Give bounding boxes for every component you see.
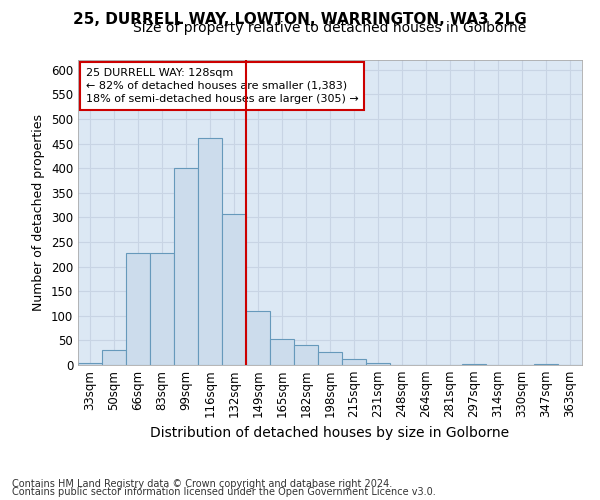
Bar <box>318 352 342 365</box>
Bar <box>102 350 126 365</box>
Bar <box>78 362 102 365</box>
X-axis label: Distribution of detached houses by size in Golborne: Distribution of detached houses by size … <box>151 426 509 440</box>
Y-axis label: Number of detached properties: Number of detached properties <box>32 114 46 311</box>
Text: 25 DURRELL WAY: 128sqm
← 82% of detached houses are smaller (1,383)
18% of semi-: 25 DURRELL WAY: 128sqm ← 82% of detached… <box>86 68 358 104</box>
Text: 25, DURRELL WAY, LOWTON, WARRINGTON, WA3 2LG: 25, DURRELL WAY, LOWTON, WARRINGTON, WA3… <box>73 12 527 28</box>
Bar <box>534 364 558 365</box>
Bar <box>246 311 270 365</box>
Bar <box>462 364 486 365</box>
Bar <box>294 346 318 365</box>
Bar <box>126 253 150 365</box>
Bar <box>198 138 222 365</box>
Bar <box>342 358 366 365</box>
Bar <box>174 168 198 365</box>
Text: Contains public sector information licensed under the Open Government Licence v3: Contains public sector information licen… <box>12 487 436 497</box>
Text: Contains HM Land Registry data © Crown copyright and database right 2024.: Contains HM Land Registry data © Crown c… <box>12 479 392 489</box>
Bar <box>150 253 174 365</box>
Bar <box>270 339 294 365</box>
Title: Size of property relative to detached houses in Golborne: Size of property relative to detached ho… <box>133 21 527 35</box>
Bar <box>366 363 390 365</box>
Bar <box>222 214 246 365</box>
